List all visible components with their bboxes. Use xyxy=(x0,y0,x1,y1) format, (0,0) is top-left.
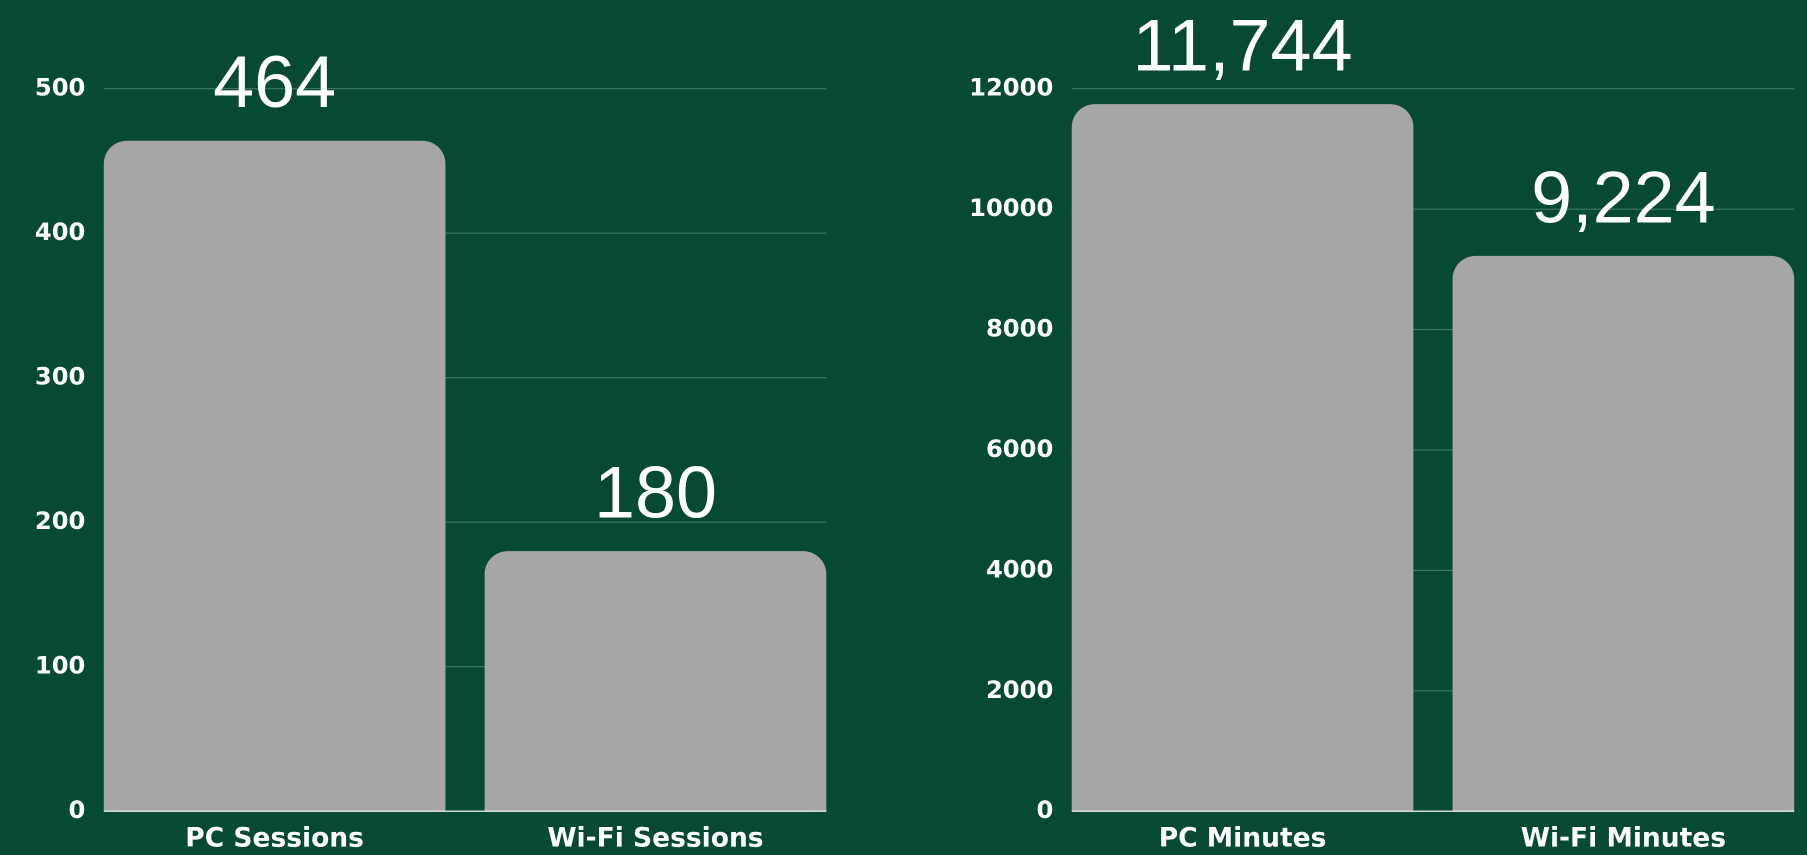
bar xyxy=(484,551,827,812)
y-tick-label: 0 xyxy=(69,796,86,824)
y-tick-label: 6000 xyxy=(986,435,1053,463)
y-tick-label: 8000 xyxy=(986,315,1053,343)
value-label: 464 xyxy=(213,40,336,123)
y-tick-label: 0 xyxy=(1036,796,1053,824)
y-tick-label: 100 xyxy=(35,652,86,680)
value-label: 180 xyxy=(594,451,717,534)
y-tick-label: 4000 xyxy=(986,555,1053,583)
y-tick-label: 2000 xyxy=(986,676,1053,704)
bar xyxy=(1071,104,1414,812)
value-label: 11,744 xyxy=(1133,4,1353,87)
y-tick-label: 500 xyxy=(35,74,86,102)
value-label: 9,224 xyxy=(1531,155,1716,238)
x-tick-label: Wi-Fi Minutes xyxy=(1521,822,1726,853)
x-tick-label: Wi-Fi Sessions xyxy=(547,822,763,853)
bar xyxy=(103,140,446,812)
y-tick-label: 12000 xyxy=(969,74,1053,102)
x-tick-label: PC Sessions xyxy=(185,822,364,853)
x-tick-label: PC Minutes xyxy=(1159,822,1327,853)
y-tick-label: 400 xyxy=(35,218,86,246)
y-tick-label: 200 xyxy=(35,507,86,535)
bar xyxy=(1452,255,1795,812)
y-tick-label: 10000 xyxy=(969,194,1053,222)
y-tick-label: 300 xyxy=(35,363,86,391)
